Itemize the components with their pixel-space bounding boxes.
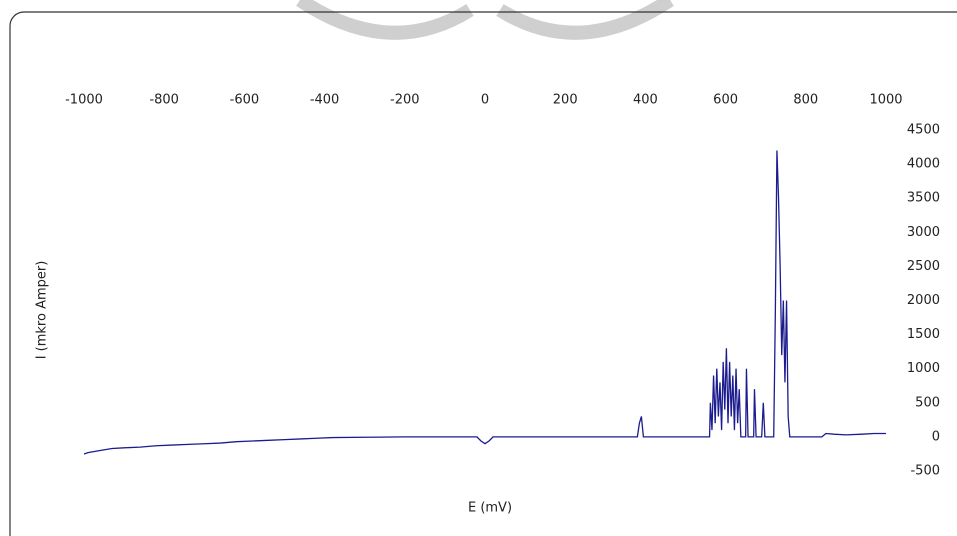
x-tick-label: -1000 <box>65 93 103 108</box>
data-line <box>83 150 886 455</box>
x-tick-label: 600 <box>713 93 738 108</box>
y-tick-label: 2000 <box>907 293 940 308</box>
y-tick-label: 4500 <box>907 123 940 138</box>
y-tick-label: -500 <box>910 464 940 479</box>
x-tick-label: -400 <box>310 93 340 108</box>
x-tick-label: -200 <box>390 93 420 108</box>
y-tick-label: 3500 <box>907 191 940 206</box>
x-axis-label: E (mV) <box>468 501 512 516</box>
x-tick-label: 400 <box>633 93 658 108</box>
watermark-arc <box>296 0 474 40</box>
y-tick-label: 3000 <box>907 225 940 240</box>
y-tick-label: 4000 <box>907 157 940 172</box>
x-tick-label: -600 <box>230 93 260 108</box>
watermark-arc <box>496 0 674 40</box>
y-tick-label: 2500 <box>907 259 940 274</box>
x-tick-label: 1000 <box>869 93 902 108</box>
x-tick-label: 800 <box>793 93 818 108</box>
x-tick-label: -800 <box>149 93 179 108</box>
y-tick-label: 0 <box>932 429 940 444</box>
x-tick-label: 200 <box>553 93 578 108</box>
y-tick-label: 1500 <box>907 327 940 342</box>
frame <box>9 11 957 536</box>
watermark <box>296 0 674 40</box>
x-tick-label: 0 <box>481 93 489 108</box>
y-tick-label: 500 <box>915 395 940 410</box>
y-axis-label: I (mkro Amper) <box>35 261 50 360</box>
y-tick-label: 1000 <box>907 361 940 376</box>
